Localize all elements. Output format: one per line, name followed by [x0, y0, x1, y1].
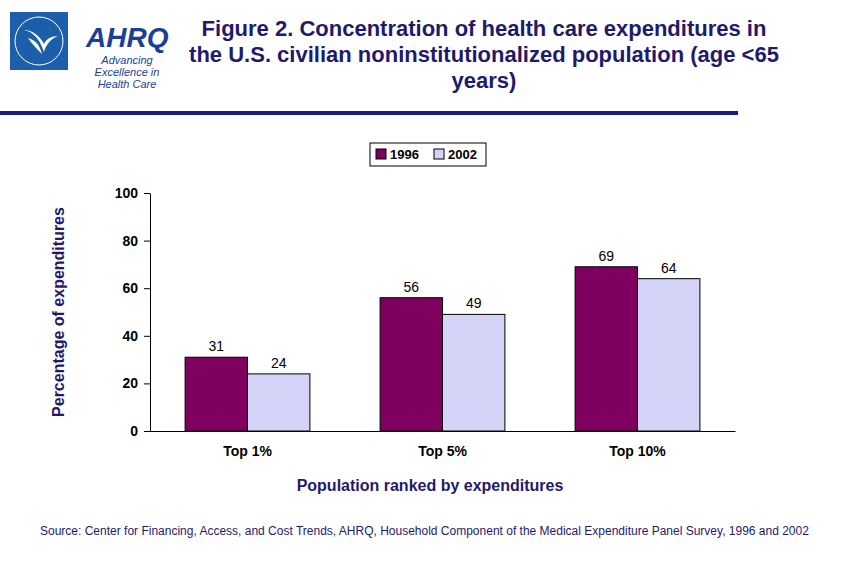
y-tick-label: 100: [115, 185, 139, 201]
y-tick: 100: [115, 185, 150, 201]
y-tick: 80: [122, 233, 150, 249]
y-tick: 60: [122, 280, 150, 296]
data-label: 49: [466, 295, 482, 311]
y-tick-label: 0: [130, 423, 138, 439]
text-line: years): [452, 68, 517, 93]
legend-label: 1996: [390, 147, 419, 162]
y-tick-mark: [144, 383, 150, 384]
ahrq-logo-tagline: Advancing: [100, 54, 153, 66]
x-axis-line: [151, 431, 736, 432]
ahrq-logo-tagline: Excellence in: [95, 66, 160, 78]
bar: [380, 298, 442, 431]
x-tick: Top 10%: [609, 431, 666, 459]
bar: [575, 267, 637, 431]
legend-label: 2002: [448, 147, 477, 162]
header-rule: [0, 111, 738, 115]
y-tick-label: 60: [122, 280, 138, 296]
x-tick: Top 1%: [223, 431, 272, 459]
data-label: 24: [271, 355, 287, 371]
x-axis: Top 1% Top 5% Top 10%: [151, 431, 736, 459]
x-tick-label: Top 5%: [418, 443, 467, 459]
data-label: 31: [209, 338, 225, 354]
chart: AHRQAdvancingExcellence inHealth Care Fig…: [0, 0, 853, 576]
bars: [185, 267, 700, 431]
y-tick: 0: [130, 423, 150, 439]
y-tick: 20: [122, 375, 150, 391]
y-tick-mark: [144, 193, 150, 194]
y-tick: 40: [122, 328, 150, 344]
x-tick-label: Top 1%: [223, 443, 272, 459]
ahrq-logo-tagline: Health Care: [98, 78, 157, 90]
data-labels: 31 56 69 24 49 64: [209, 248, 677, 371]
y-tick-label: 20: [122, 375, 138, 391]
bar: [443, 314, 505, 431]
bar: [248, 374, 310, 431]
text-line: Figure 2. Concentration of health care e…: [202, 16, 767, 41]
y-tick-mark: [144, 241, 150, 242]
legend-swatch: [434, 149, 444, 159]
bar: [638, 279, 700, 431]
y-tick-mark: [144, 336, 150, 337]
x-axis-title: Population ranked by expenditures: [297, 477, 564, 494]
y-axis-title: Percentage of expenditures: [50, 207, 67, 417]
y-tick-label: 80: [122, 233, 138, 249]
legend-swatch: [376, 149, 386, 159]
hhs-logo-eagle: [24, 30, 58, 54]
y-axis: 0 20 40 60 80 100: [115, 185, 151, 439]
legend: 1996 2002: [370, 143, 486, 166]
title: Figure 2. Concentration of health care e…: [189, 16, 779, 93]
bar: [185, 357, 247, 431]
source: Source: Center for Financing, Access, an…: [40, 524, 809, 538]
data-label: 64: [661, 260, 677, 276]
hhs-logo-ring: [15, 17, 63, 65]
text-line: the U.S. civilian noninstitutionalized p…: [189, 42, 779, 67]
hhs-logo-bg: [10, 12, 68, 70]
y-tick-label: 40: [122, 328, 138, 344]
y-axis-line: [150, 194, 151, 432]
ahrq-logo-text: AHRQ: [85, 22, 169, 53]
text-line: Source: Center for Financing, Access, an…: [40, 524, 809, 538]
data-label: 69: [599, 248, 615, 264]
ahrq-logo: AHRQAdvancingExcellence inHealth Care: [72, 12, 182, 102]
x-tick: Top 5%: [418, 431, 467, 459]
legend-box: [370, 143, 486, 166]
ahrq-logo-bg: [72, 12, 182, 102]
y-tick-mark: [144, 431, 150, 432]
hhs-logo: [10, 12, 68, 70]
y-tick-mark: [144, 288, 150, 289]
x-tick-label: Top 10%: [609, 443, 666, 459]
data-label: 56: [404, 279, 420, 295]
